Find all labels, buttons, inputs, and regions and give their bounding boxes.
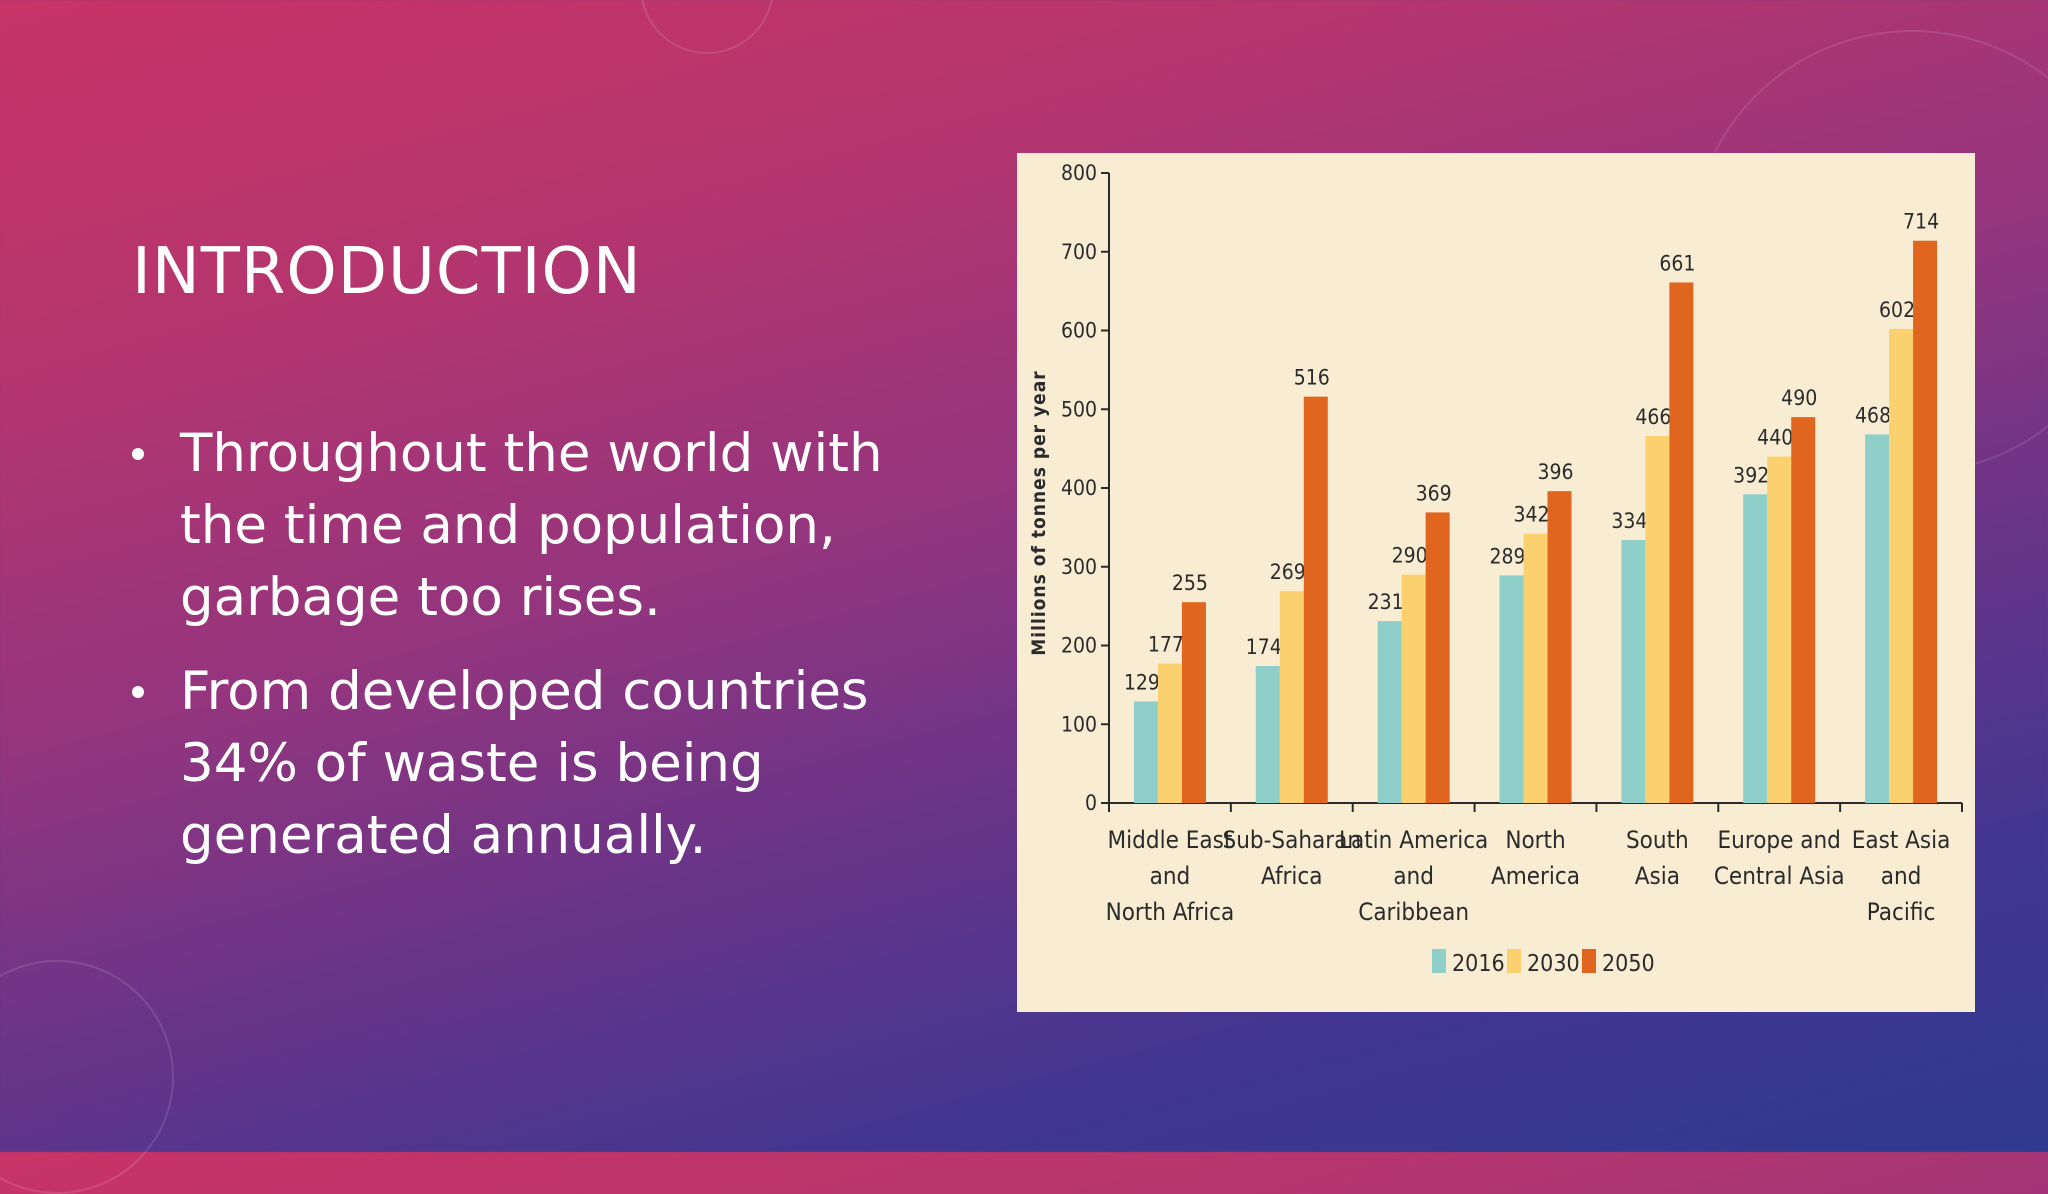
x-category-label: North Africa <box>1106 898 1235 926</box>
legend-label: 2030 <box>1527 951 1580 977</box>
bar-2016 <box>1377 621 1402 803</box>
legend-label: 2050 <box>1602 951 1655 977</box>
background-ring-bottom-left <box>0 960 174 1194</box>
bar-2050 <box>1669 282 1694 803</box>
bar-2030 <box>1401 574 1426 803</box>
bar-value-label: 290 <box>1392 544 1428 568</box>
bullet-item: From developed countries 34% of waste is… <box>132 656 952 872</box>
bar-2016 <box>1865 434 1890 803</box>
x-category-label: America <box>1491 862 1580 890</box>
legend-label: 2016 <box>1452 951 1505 977</box>
bar-value-label: 602 <box>1879 298 1915 322</box>
y-tick-label: 500 <box>1061 397 1097 421</box>
bar-2016 <box>1743 494 1768 803</box>
x-category-label: East Asia <box>1852 826 1951 854</box>
bar-value-label: 468 <box>1855 403 1891 427</box>
x-category-label: Africa <box>1261 862 1322 890</box>
bar-value-label: 342 <box>1513 503 1549 527</box>
x-category-label: Caribbean <box>1358 898 1469 926</box>
legend-swatch-2030 <box>1507 949 1521 973</box>
background-ring-top <box>640 0 774 54</box>
bullet-dot-icon <box>132 686 144 698</box>
y-tick-label: 0 <box>1085 791 1097 815</box>
bar-2050 <box>1547 491 1572 803</box>
bar-value-label: 177 <box>1148 633 1184 657</box>
x-category-label: North <box>1505 826 1565 854</box>
bar-value-label: 490 <box>1781 386 1817 410</box>
x-category-label: and <box>1881 862 1922 890</box>
y-tick-label: 400 <box>1061 476 1097 500</box>
y-tick-label: 800 <box>1061 161 1097 185</box>
bar-2050 <box>1791 417 1816 803</box>
bar-value-label: 714 <box>1903 210 1939 234</box>
y-tick-label: 300 <box>1061 555 1097 579</box>
bar-2050 <box>1425 512 1450 803</box>
bar-2030 <box>1767 456 1792 803</box>
bar-value-label: 255 <box>1172 571 1208 595</box>
bar-value-label: 661 <box>1659 251 1695 275</box>
y-tick-label: 700 <box>1061 240 1097 264</box>
bullet-list: Throughout the world with the time and p… <box>132 418 952 894</box>
bar-value-label: 231 <box>1368 590 1404 614</box>
y-axis-title: Millions of tonnes per year <box>1028 370 1050 656</box>
bullet-text: From developed countries 34% of waste is… <box>180 661 869 866</box>
x-category-label: Pacific <box>1867 898 1936 926</box>
x-category-label: and <box>1150 862 1191 890</box>
bar-value-label: 369 <box>1416 481 1452 505</box>
x-category-label: Latin America <box>1339 826 1488 854</box>
bar-value-label: 174 <box>1246 635 1282 659</box>
bar-value-label: 396 <box>1537 460 1573 484</box>
bar-2016 <box>1499 575 1524 803</box>
bar-2016 <box>1621 539 1646 803</box>
legend-swatch-2016 <box>1432 949 1446 973</box>
bar-2030 <box>1645 436 1670 803</box>
x-category-label: Sub-Saharan <box>1223 826 1362 854</box>
bar-2030 <box>1523 533 1548 803</box>
x-category-label: Asia <box>1635 862 1680 890</box>
bar-value-label: 516 <box>1294 366 1330 390</box>
bar-value-label: 269 <box>1270 560 1306 584</box>
chart-panel: 0 100 200 300 400 500 600 700 800 Millions of ton… <box>1017 153 1975 1012</box>
y-tick-label: 600 <box>1061 319 1097 343</box>
bar-2050 <box>1181 602 1206 803</box>
bar-2050 <box>1913 240 1938 804</box>
y-tick-label: 100 <box>1061 712 1097 736</box>
bar-2016 <box>1133 701 1158 803</box>
bar-2050 <box>1303 396 1328 803</box>
bar-value-label: 129 <box>1124 670 1160 694</box>
bar-2030 <box>1279 591 1304 803</box>
x-category-label: South <box>1626 826 1689 854</box>
bar-value-label: 289 <box>1489 544 1525 568</box>
bar-value-label: 466 <box>1635 405 1671 429</box>
bullet-text: Throughout the world with the time and p… <box>180 423 883 628</box>
x-category-label: and <box>1393 862 1434 890</box>
x-category-label: Central Asia <box>1714 862 1845 890</box>
bar-value-label: 440 <box>1757 426 1793 450</box>
x-category-label: Europe and <box>1718 826 1841 854</box>
bar-value-label: 334 <box>1611 509 1647 533</box>
bar-2030 <box>1157 663 1182 803</box>
bar-2016 <box>1255 665 1280 803</box>
bar-value-label: 392 <box>1733 463 1769 487</box>
y-tick-label: 200 <box>1061 634 1097 658</box>
bullet-dot-icon <box>132 448 144 460</box>
legend-swatch-2050 <box>1582 949 1596 973</box>
slide-title: INTRODUCTION <box>132 234 642 309</box>
bar-chart: 0 100 200 300 400 500 600 700 800 Millions of ton… <box>1028 161 1963 977</box>
bar-2030 <box>1889 328 1914 803</box>
bullet-item: Throughout the world with the time and p… <box>132 418 952 634</box>
x-category-label: Middle East <box>1108 826 1233 854</box>
